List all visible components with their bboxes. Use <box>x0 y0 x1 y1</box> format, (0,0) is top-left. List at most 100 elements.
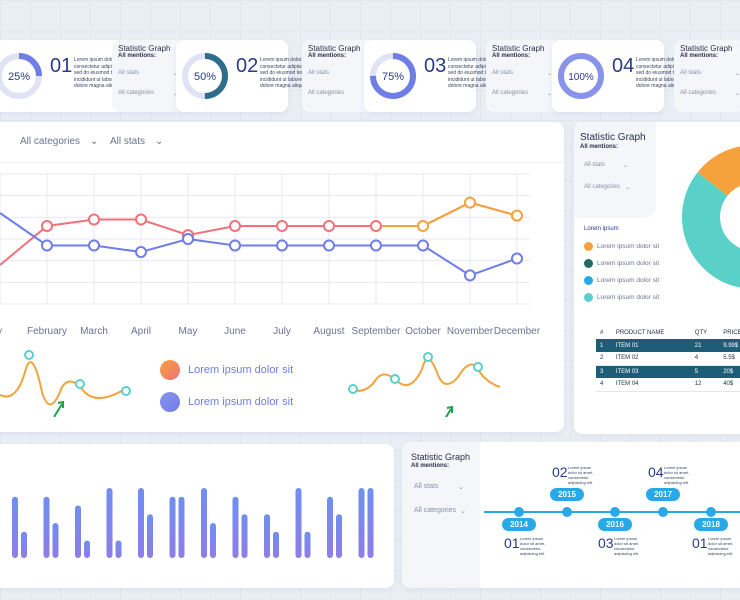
mini-dropdown-categories[interactable]: All categories⌄ <box>118 90 178 97</box>
data-point <box>229 220 241 232</box>
data-point <box>370 239 382 252</box>
bar <box>358 488 365 558</box>
mini-subtitle: All mentions: <box>680 53 719 59</box>
data-point <box>417 239 429 252</box>
mini-subtitle: All mentions: <box>118 53 157 59</box>
table-header: QTY <box>694 329 708 336</box>
stat-desc: Lorem ipsum dolor sit amet, consectetur … <box>74 57 136 89</box>
data-point <box>511 209 523 222</box>
timeline-desc: Lorem ipsum dolor sit amet, consectetur … <box>664 465 690 485</box>
legend-label: Lorem ipsum dolor sit <box>188 364 294 376</box>
pie-slice <box>697 146 740 196</box>
x-tick-label: July <box>273 326 291 337</box>
legend-label: Lorem ipsum dolor sit <box>597 294 660 301</box>
bar <box>178 496 185 558</box>
sparkline-left <box>0 350 131 417</box>
categories-dropdown[interactable]: All categories ⌄ <box>20 136 98 147</box>
x-tick-label: ry <box>0 326 2 337</box>
mini-dropdown-categories[interactable]: All categories⌄ <box>680 90 740 97</box>
stats-dropdown[interactable]: All stats ⌄ <box>110 136 163 147</box>
data-point <box>41 220 53 232</box>
legend-item-2: Lorem ipsum dolor sit <box>160 392 293 412</box>
main-chart-card: All categories ⌄ All stats ⌄ ry February M… <box>0 122 564 432</box>
bar <box>147 514 153 558</box>
timeline-subtitle: All mentions: <box>411 463 450 469</box>
donut-50-label: 50% <box>194 71 216 83</box>
legend-swatch <box>584 242 593 251</box>
mini-dropdown-stats[interactable]: All stats⌄ <box>308 70 368 77</box>
bar <box>327 496 333 558</box>
chevron-down-icon: ⌄ <box>90 136 99 147</box>
donut-100-label: 100% <box>568 72 594 83</box>
timeline-desc: Lorem ipsum dolor sit amet, consectetur … <box>614 536 640 556</box>
legend-label: Lorem ipsum dolor sit <box>597 260 660 267</box>
stat-num: 02 <box>236 55 259 77</box>
stat-desc: Lorem ipsum dolor sit amet, consectetur … <box>260 57 322 89</box>
mini-dropdown-stats[interactable]: All stats⌄ <box>492 70 552 77</box>
timeline-stats-dropdown[interactable]: All stats ⌄ <box>414 483 464 491</box>
donut-50: 50% <box>182 53 228 99</box>
timeline-desc: Lorem ipsum dolor sit amet, consectetur … <box>708 536 734 556</box>
mini-dropdown-stats[interactable]: All stats⌄ <box>680 70 740 77</box>
pie-legend: Lorem ipsum dolor sit Lorem ipsum dolor s… <box>584 238 659 306</box>
pie-chart <box>682 146 740 288</box>
table-row[interactable]: 1 ITEM 01 21 9.99$ <box>596 339 740 352</box>
table-row[interactable]: 3 ITEM 03 5 20$ <box>596 365 740 378</box>
timeline-year[interactable]: 2016 <box>598 518 632 531</box>
bar <box>336 514 342 558</box>
data-point <box>88 213 100 226</box>
bar-chart <box>12 488 374 558</box>
data-point <box>511 252 523 265</box>
donut-75: 75% <box>370 53 416 99</box>
timeline-year[interactable]: 2018 <box>694 518 728 531</box>
mini-dropdown-categories[interactable]: All categories⌄ <box>492 90 552 97</box>
timeline-dot <box>658 507 668 517</box>
stat-num: 01 <box>50 55 73 77</box>
pie-stats-dropdown[interactable]: All stats ⌄ <box>584 162 628 169</box>
bar <box>367 488 374 558</box>
data-point <box>276 239 288 252</box>
pie-filter-box <box>574 122 656 218</box>
data-point <box>135 213 147 226</box>
timeline-desc: Lorem ipsum dolor sit amet, consectetur … <box>568 465 594 485</box>
mini-dropdown-stats[interactable]: All stats⌄ <box>118 70 178 77</box>
bar <box>52 523 59 558</box>
data-point <box>417 220 429 232</box>
legend-label: Lorem ipsum dolor sit <box>597 277 660 284</box>
mini-dropdown-categories[interactable]: All categories⌄ <box>308 90 368 97</box>
sparkline-right <box>347 352 501 417</box>
bar <box>138 488 144 558</box>
timeline-num: 02 <box>552 464 568 480</box>
timeline-desc: Lorem ipsum dolor sit amet, consectetur … <box>520 536 546 556</box>
donut-100: 100% <box>558 53 604 99</box>
x-tick-label: June <box>224 326 246 337</box>
timeline-num: 01 <box>692 535 708 551</box>
x-tick-label: March <box>80 326 108 337</box>
stat-card-75: 75% 03 Lorem ipsum dolor sit amet, conse… <box>364 40 510 112</box>
bar <box>43 496 50 558</box>
timeline-year[interactable]: 2017 <box>646 488 680 501</box>
sparkline-point <box>348 384 358 394</box>
legend-swatch-indigo <box>160 392 180 412</box>
timeline-dot <box>610 507 620 517</box>
data-point <box>88 239 100 252</box>
bar <box>295 488 302 558</box>
data-point <box>370 220 382 232</box>
legend-swatch <box>584 293 593 302</box>
bar <box>84 540 90 558</box>
pie-categories-dropdown[interactable]: All categories ⌄ <box>584 184 630 191</box>
table-row[interactable]: 2 ITEM 02 4 5.5$ <box>596 352 740 366</box>
timeline-year[interactable]: 2015 <box>550 488 584 501</box>
timeline-dot <box>514 507 524 517</box>
legend-item-1: Lorem ipsum dolor sit <box>160 360 293 380</box>
x-tick-label: September <box>352 326 402 337</box>
table-row[interactable]: 4 ITEM 04 12 40$ <box>596 378 740 392</box>
timeline-year[interactable]: 2014 <box>502 518 536 531</box>
legend-swatch <box>584 259 593 268</box>
timeline-categories-dropdown[interactable]: All categories ⌄ <box>414 507 466 515</box>
x-tick-label: April <box>131 326 151 337</box>
categories-dropdown-label: All categories <box>20 136 81 147</box>
pie-subtitle: All mentions: <box>580 144 619 150</box>
mini-title: Statistic Graph <box>680 44 733 53</box>
bar <box>106 488 113 558</box>
